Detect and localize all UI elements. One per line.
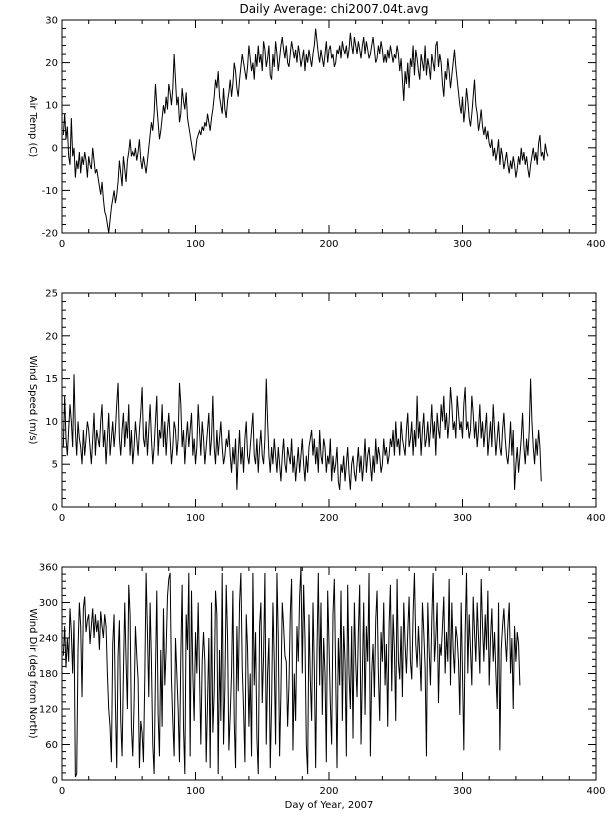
wind-speed-panel: 0 100 200 300 400 0 5 10 15 20 25 Wind Speed (m/s): [27, 289, 606, 525]
y-tick-label: 5: [52, 460, 58, 471]
wind-speed-y-axis-label: Wind Speed (m/s): [27, 356, 38, 445]
y-tick-label: 0: [52, 503, 58, 514]
x-tick-label: 200: [319, 513, 338, 524]
y-tick-label: 25: [45, 289, 58, 300]
y-tick-label: 120: [39, 705, 58, 716]
x-tick-label: 200: [319, 239, 338, 250]
y-tick-label: -20: [42, 229, 58, 240]
y-tick-label: 360: [39, 563, 58, 574]
x-tick-label: 300: [453, 786, 472, 797]
x-tick-label: 0: [59, 786, 65, 797]
y-tick-label: 180: [39, 669, 58, 680]
x-tick-label: 300: [453, 513, 472, 524]
wind-dir-panel: 0 100 200 300 400 0 60 120 180 240 300 360 Wind Dir …: [27, 563, 606, 812]
wind-dir-series-line: [62, 566, 521, 778]
y-tick-label: 20: [45, 58, 58, 69]
air-temp-panel: 0 100 200 300 400 -20 -10 0 10 20 30 Air Temp (C): [27, 16, 606, 251]
y-tick-label: 240: [39, 634, 58, 645]
x-tick-label: 100: [186, 786, 205, 797]
air-temp-y-axis-label: Air Temp (C): [27, 96, 38, 158]
y-tick-label: 30: [45, 16, 58, 27]
x-tick-label: 400: [586, 786, 605, 797]
x-tick-label: 100: [186, 239, 205, 250]
x-tick-label: 200: [319, 786, 338, 797]
wind-speed-series-line: [62, 374, 542, 490]
y-tick-label: 10: [45, 417, 58, 428]
y-tick-label: -10: [42, 186, 58, 197]
wind-dir-y-axis-label: Wind Dir (deg from North): [27, 608, 38, 738]
x-tick-label: 100: [186, 513, 205, 524]
wind-dir-x-axis-label: Day of Year, 2007: [285, 800, 374, 811]
y-tick-label: 0: [52, 776, 58, 787]
x-tick-label: 300: [453, 239, 472, 250]
y-tick-label: 10: [45, 101, 58, 112]
wind-dir-plot-frame: [61, 566, 597, 781]
x-tick-label: 400: [586, 239, 605, 250]
y-tick-label: 0: [52, 143, 58, 154]
y-tick-label: 15: [45, 374, 58, 385]
y-tick-label: 300: [39, 598, 58, 609]
x-tick-label: 0: [59, 239, 65, 250]
figure-title: Daily Average: chi2007.04t.avg: [239, 2, 428, 16]
x-tick-label: 0: [59, 513, 65, 524]
air-temp-series-line: [62, 28, 549, 234]
y-tick-label: 60: [45, 740, 58, 751]
x-tick-label: 400: [586, 513, 605, 524]
y-tick-label: 20: [45, 331, 58, 342]
